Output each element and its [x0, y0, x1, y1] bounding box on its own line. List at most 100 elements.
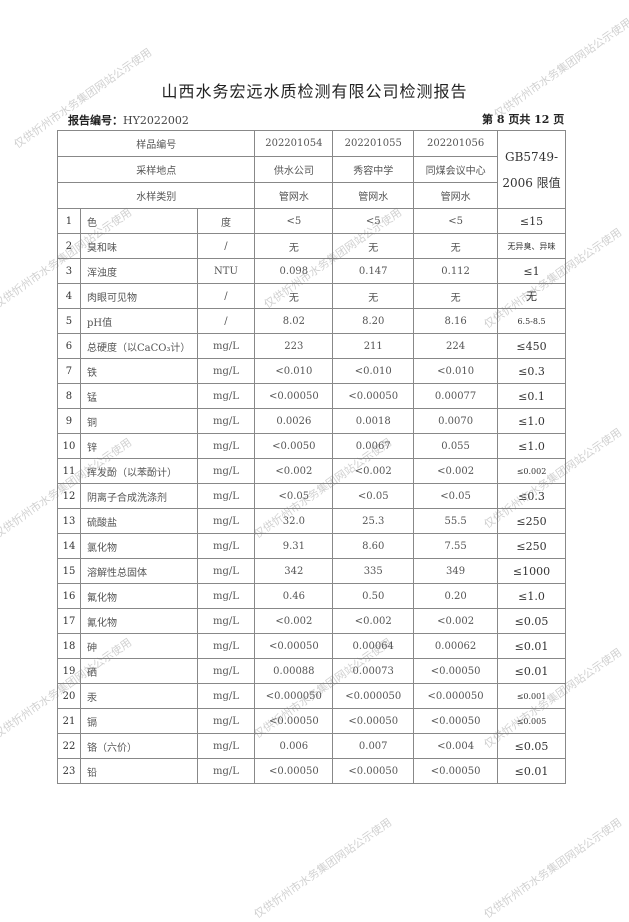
row-index: 23: [57, 758, 81, 784]
results-table: 样品编号 202201054 202201055 202201056 GB574…: [56, 130, 566, 784]
parameter-name: 硒: [79, 658, 198, 684]
unit: /: [196, 233, 256, 259]
unit: mg/L: [196, 683, 256, 709]
unit: mg/L: [196, 758, 256, 784]
parameter-name: pH值: [79, 308, 198, 334]
row-index: 2: [57, 233, 81, 259]
unit: mg/L: [196, 733, 256, 759]
table-row: 23 铅 mg/L <0.00050 <0.00050 <0.00050 ≤0.01: [57, 758, 566, 784]
parameter-name: 砷: [79, 633, 198, 659]
value: <0.00050: [254, 383, 334, 409]
limit: ≤0.001: [497, 683, 566, 709]
sample-no: 202201056: [413, 130, 499, 157]
value: <0.00050: [413, 658, 499, 684]
unit: mg/L: [196, 458, 256, 484]
value: <0.00050: [332, 383, 415, 409]
value: 0.006: [254, 733, 334, 759]
value: 224: [413, 333, 499, 359]
table-row: 9 铜 mg/L 0.0026 0.0018 0.0070 ≤1.0: [57, 408, 566, 434]
value: 0.055: [413, 433, 499, 459]
table-row: 2 臭和味 / 无无无无异臭、异味: [57, 233, 566, 259]
row-index: 16: [57, 583, 81, 609]
row-index: 15: [57, 558, 81, 584]
watermark: 仅供忻州市水务集团网站公示使用: [481, 815, 625, 922]
value: 0.00077: [413, 383, 499, 409]
table-row: 4 肉眼可见物 / 无无无无: [57, 283, 566, 309]
report-number-value: HY2022002: [123, 114, 189, 127]
value: 无: [254, 283, 334, 309]
parameter-name: 肉眼可见物: [79, 283, 198, 309]
row-index: 7: [57, 358, 81, 384]
value: 0.20: [413, 583, 499, 609]
limit: ≤0.05: [497, 733, 566, 759]
row-index: 18: [57, 633, 81, 659]
limit-header: GB5749- 2006 限值: [497, 130, 566, 209]
row-index: 8: [57, 383, 81, 409]
unit: mg/L: [196, 358, 256, 384]
report-number: 报告编号：HY2022002: [68, 112, 189, 128]
value: 0.0070: [413, 408, 499, 434]
limit: ≤15: [497, 208, 566, 234]
limit-header-line1: GB5749-: [505, 149, 559, 164]
table-row: 17 氰化物 mg/L <0.002 <0.002 <0.002 ≤0.05: [57, 608, 566, 634]
parameter-name: 色: [79, 208, 198, 234]
unit: mg/L: [196, 658, 256, 684]
row-index: 19: [57, 658, 81, 684]
value: 0.147: [332, 258, 415, 284]
value: <0.000050: [254, 683, 334, 709]
value: <0.002: [332, 458, 415, 484]
limit: ≤1: [497, 258, 566, 284]
value: 25.3: [332, 508, 415, 534]
limit: 无: [497, 283, 566, 309]
value: <0.05: [413, 483, 499, 509]
table-row: 22 铬（六价） mg/L 0.006 0.007 <0.004 ≤0.05: [57, 733, 566, 759]
row-index: 13: [57, 508, 81, 534]
parameter-name: 汞: [79, 683, 198, 709]
value: <0.0050: [254, 433, 334, 459]
table-row: 5 pH值/8.02 8.20 8.16 6.5-8.5: [57, 308, 566, 334]
sample-location: 秀容中学: [332, 156, 415, 183]
value: 0.46: [254, 583, 334, 609]
value: 223: [254, 333, 334, 359]
value: <5: [254, 208, 334, 234]
location-label: 采样地点: [56, 156, 256, 183]
header-row-sample-no: 样品编号 202201054 202201055 202201056 GB574…: [56, 130, 566, 209]
limit: ≤250: [497, 533, 566, 559]
report-number-label: 报告编号：: [68, 114, 123, 127]
limit: ≤0.01: [497, 633, 566, 659]
parameter-name: 铅: [79, 758, 198, 784]
row-index: 9: [57, 408, 81, 434]
parameter-name: 硫酸盐: [79, 508, 198, 534]
parameter-name: 挥发酚（以苯酚计）: [79, 458, 198, 484]
row-index: 11: [57, 458, 81, 484]
value: 8.16: [413, 308, 499, 334]
table-row: 13 硫酸盐 mg/L 32.0 25.3 55.5 ≤250: [57, 508, 566, 534]
value: 342: [254, 558, 334, 584]
row-index: 1: [57, 208, 81, 234]
row-index: 3: [57, 258, 81, 284]
table-row: 1 色度 <5 <5 <5 ≤15: [57, 208, 566, 234]
table-row: 6 总硬度（以CaCO₃计） mg/L 223 211 224 ≤450: [57, 333, 566, 359]
unit: mg/L: [196, 433, 256, 459]
value: 0.00064: [332, 633, 415, 659]
type-label: 水样类别: [56, 182, 256, 209]
value: <0.010: [413, 358, 499, 384]
parameter-name: 氟化物: [79, 583, 198, 609]
value: 211: [332, 333, 415, 359]
value: 无: [254, 233, 334, 259]
value: 0.098: [254, 258, 334, 284]
value: <0.002: [413, 458, 499, 484]
parameter-name: 锰: [79, 383, 198, 409]
value: 7.55: [413, 533, 499, 559]
limit: ≤0.1: [497, 383, 566, 409]
limit: ≤0.05: [497, 608, 566, 634]
header-row-type: 水样类别 管网水 管网水 管网水: [56, 182, 566, 209]
limit: ≤0.01: [497, 758, 566, 784]
limit: ≤0.005: [497, 708, 566, 734]
limit: ≤0.01: [497, 658, 566, 684]
parameter-name: 总硬度（以CaCO₃计）: [79, 333, 198, 359]
value: <5: [413, 208, 499, 234]
row-index: 10: [57, 433, 81, 459]
limit: 无异臭、异味: [497, 233, 566, 259]
parameter-name: 阴离子合成洗涤剂: [79, 483, 198, 509]
